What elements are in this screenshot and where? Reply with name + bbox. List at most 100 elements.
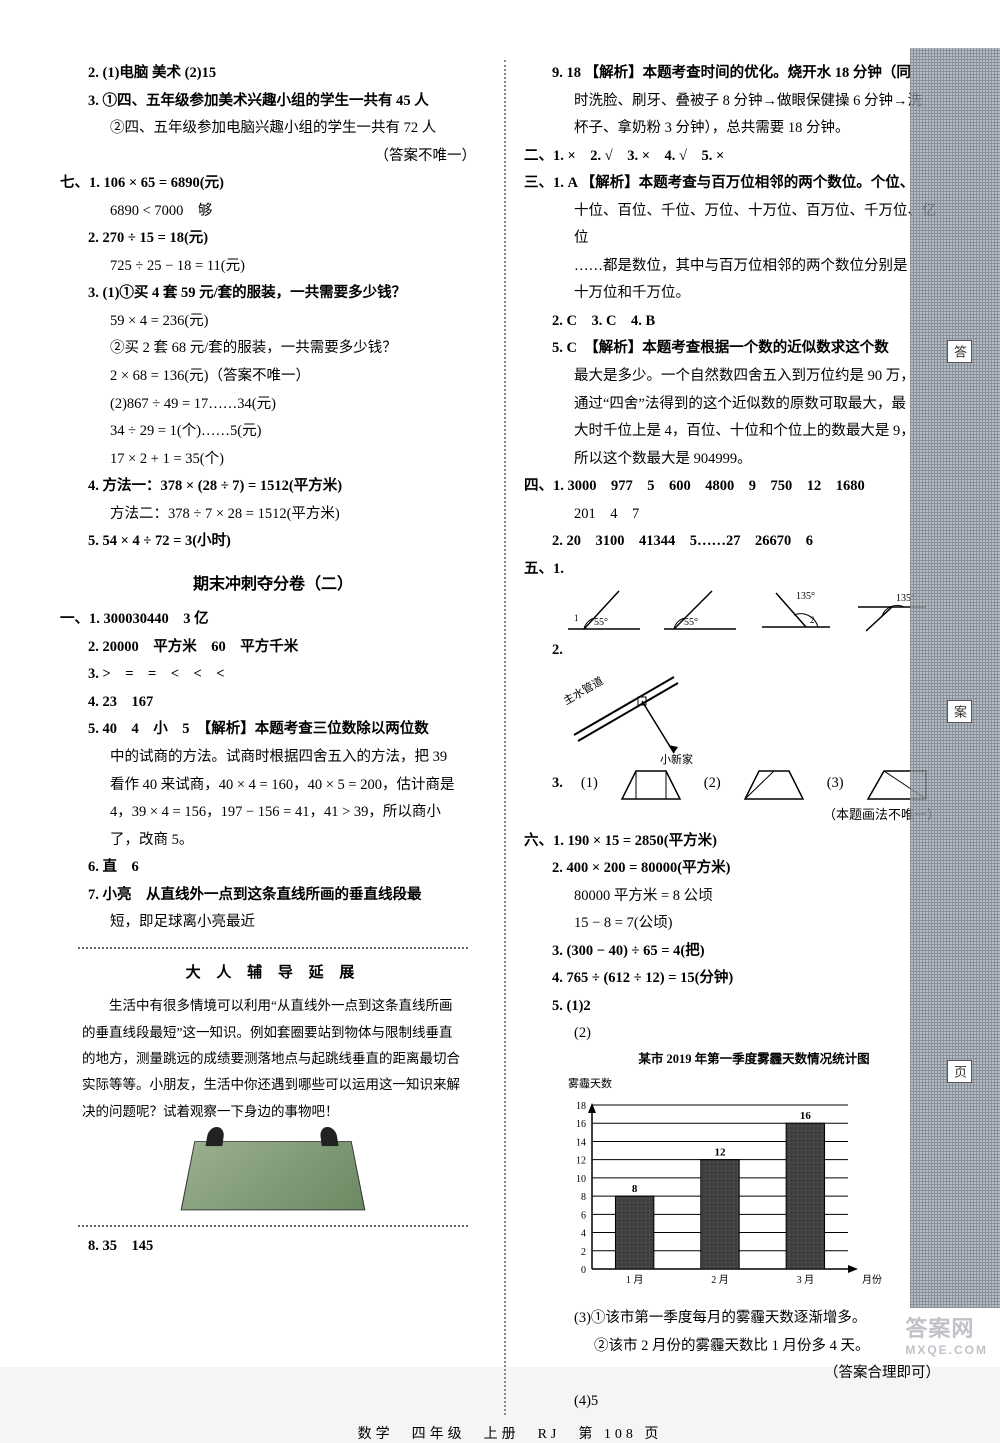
angle-diagrams-row: 1 55° 55° 135° 2 (524, 587, 950, 633)
chart-ylabel: 雾霾天数 (568, 1074, 950, 1095)
page-root: 答 案 页 答案网 MXQE.COM 2. (1)电脑 美术 (2)153. ①… (0, 0, 1000, 1367)
text-line: 9. 18 【解析】本题考查时间的优化。烧开水 18 分钟（同 (524, 60, 950, 88)
text-line: 2. (1)电脑 美术 (2)15 (60, 60, 486, 88)
text-line: 三、1. A 【解析】本题考查与百万位相邻的两个数位。个位、 (524, 170, 950, 198)
text-line: 3. (1)①买 4 套 59 元/套的服装，一共需要多少钱？ (60, 280, 486, 308)
bar-chart-block: 某市 2019 年第一季度雾霾天数情况统计图 雾霾天数 024681012141… (524, 1048, 950, 1305)
text-line: 短，即足球离小亮最近 (60, 909, 486, 937)
text-line: 中的试商的方法。试商时根据四舍五入的方法，把 39 (60, 744, 486, 772)
content-columns: 2. (1)电脑 美术 (2)153. ①四、五年级参加美术兴趣小组的学生一共有… (60, 60, 960, 1415)
svg-text:18: 18 (576, 1101, 586, 1112)
text-line: 2. 20 3100 41344 5……27 26670 6 (524, 528, 950, 556)
text-line: （答案不唯一） (60, 143, 486, 171)
text-line: ……都是数位，其中与百万位相邻的两个数位分别是 (524, 253, 950, 281)
text-line: 所以这个数最大是 904999。 (524, 446, 950, 474)
text-line: 2. 20000 平方米 60 平方千米 (60, 634, 486, 662)
svg-text:月份: 月份 (862, 1274, 882, 1286)
svg-text:小新家: 小新家 (660, 752, 693, 765)
trap-note: （本题画法不唯一） (524, 803, 950, 828)
side-texture-strip (910, 48, 1000, 1308)
svg-text:2 月: 2 月 (711, 1274, 729, 1286)
trap-prefix: 3. (552, 770, 563, 798)
trap-item-2: (2) (704, 770, 721, 798)
svg-text:2: 2 (810, 615, 815, 625)
q5-2-label: 2. (524, 637, 950, 665)
text-line: 80000 平方米 = 8 公顷 (524, 883, 950, 911)
text-line: 杯子、拿奶粉 3 分钟），总共需要 18 分钟。 (524, 115, 950, 143)
text-line: 方法二：378 ÷ 7 × 28 = 1512(平方米) (60, 501, 486, 529)
text-line: (2) (524, 1020, 950, 1048)
svg-text:55°: 55° (594, 617, 608, 628)
pipe-diagram: 主水管道 小新家 (564, 665, 704, 765)
svg-text:4: 4 (581, 1228, 586, 1239)
text-line: 十万位和千万位。 (524, 280, 950, 308)
svg-text:主水管道: 主水管道 (564, 673, 606, 707)
text-line: 201 4 7 (524, 501, 950, 529)
tutor-extension-box: 大 人 辅 导 延 展 生活中有很多情境可以利用“从直线外一点到这条直线所画的垂… (78, 947, 468, 1227)
left-tail-line: 8. 35 145 (60, 1233, 486, 1261)
text-line: 4，39 × 4 = 156，197 − 156 = 41，41 > 39，所以… (60, 799, 486, 827)
text-line: 2 × 68 = 136(元)（答案不唯一） (60, 363, 486, 391)
text-line: 15 − 8 = 7(公顷) (524, 910, 950, 938)
angle-55-b: 55° (660, 587, 740, 633)
text-line: 时洗脸、刷牙、叠被子 8 分钟→做眼保健操 6 分钟→洗 (524, 88, 950, 116)
text-line: 四、1. 3000 977 5 600 4800 9 750 12 1680 (524, 473, 950, 501)
text-line: 七、1. 106 × 65 = 6890(元) (60, 170, 486, 198)
text-line: 4. 23 167 (60, 689, 486, 717)
svg-text:8: 8 (632, 1183, 638, 1195)
text-line: 十位、百位、千位、万位、十万位、百万位、千万位、亿位 (524, 198, 950, 253)
svg-text:10: 10 (576, 1174, 586, 1185)
trap-item-1: (1) (581, 770, 598, 798)
text-line: 二、1. × 2. √ 3. × 4. √ 5. × (524, 143, 950, 171)
text-line: 725 ÷ 25 − 18 = 11(元) (60, 253, 486, 281)
ring-toss-illustration (181, 1141, 366, 1210)
side-label-top: 答 (947, 340, 972, 363)
text-line: 通过“四舍”法得到的这个近似数的原数可取最大，最 (524, 391, 950, 419)
svg-text:3 月: 3 月 (797, 1274, 815, 1286)
text-line: 34 ÷ 29 = 1(个)……5(元) (60, 418, 486, 446)
text-line: 一、1. 300030440 3 亿 (60, 606, 486, 634)
trapezoid-row: 3. (1) (2) (3) (524, 765, 950, 803)
svg-text:0: 0 (581, 1265, 586, 1276)
text-line: 最大是多少。一个自然数四舍五入到万位约是 90 万， (524, 363, 950, 391)
watermark: 答案网 MXQE.COM (899, 1309, 994, 1359)
text-line: 17 × 2 + 1 = 35(个) (60, 446, 486, 474)
section-title: 期末冲刺夺分卷（二） (60, 570, 486, 600)
trap-item-3: (3) (827, 770, 844, 798)
text-line: ②该市 2 月份的雾霾天数比 1 月份多 4 天。 (524, 1333, 950, 1361)
text-line: 2. 400 × 200 = 80000(平方米) (524, 855, 950, 883)
svg-text:16: 16 (576, 1119, 586, 1130)
svg-text:1 月: 1 月 (626, 1274, 644, 1286)
left-column: 2. (1)电脑 美术 (2)153. ①四、五年级参加美术兴趣小组的学生一共有… (60, 60, 500, 1415)
text-line: 五、1. (524, 556, 950, 584)
trapezoid-1 (616, 765, 686, 803)
svg-text:135°: 135° (796, 591, 815, 602)
text-line: 5. (1)2 (524, 993, 950, 1021)
svg-text:2: 2 (581, 1246, 586, 1257)
text-line: 4. 方法一：378 × (28 ÷ 7) = 1512(平方米) (60, 473, 486, 501)
svg-text:8: 8 (581, 1192, 586, 1203)
svg-text:14: 14 (576, 1137, 586, 1148)
text-line: 6890 < 7000 够 (60, 198, 486, 226)
text-line: 3. > = = < < < (60, 661, 486, 689)
tutor-box-text: 生活中有很多情境可以利用“从直线外一点到这条直线所画的垂直线段最短”这一知识。例… (82, 993, 464, 1125)
text-line: 5. 54 × 4 ÷ 72 = 3(小时) (60, 528, 486, 556)
text-line: 2. 270 ÷ 15 = 18(元) (60, 225, 486, 253)
text-line: 59 × 4 = 236(元) (60, 308, 486, 336)
text-line: (4)5 (524, 1388, 950, 1416)
svg-text:12: 12 (576, 1155, 586, 1166)
tutor-box-title: 大 人 辅 导 延 展 (82, 959, 464, 988)
text-line: 六、1. 190 × 15 = 2850(平方米) (524, 828, 950, 856)
text-line: 2. C 3. C 4. B (524, 308, 950, 336)
text-line: (2)867 ÷ 49 = 17……34(元) (60, 391, 486, 419)
angle-135-a: 135° 2 (756, 587, 836, 633)
svg-text:16: 16 (800, 1110, 812, 1122)
text-line: （答案合理即可） (524, 1360, 950, 1388)
trapezoid-2 (739, 765, 809, 803)
svg-text:55°: 55° (684, 617, 698, 628)
text-line: 5. 40 4 小 5 【解析】本题考查三位数除以两位数 (60, 716, 486, 744)
text-line: 看作 40 来试商，40 × 4 = 160，40 × 5 = 200，估计商是 (60, 772, 486, 800)
text-line: ②四、五年级参加电脑兴趣小组的学生一共有 72 人 (60, 115, 486, 143)
text-line: 3. (300 − 40) ÷ 65 = 4(把) (524, 938, 950, 966)
svg-text:6: 6 (581, 1210, 586, 1221)
